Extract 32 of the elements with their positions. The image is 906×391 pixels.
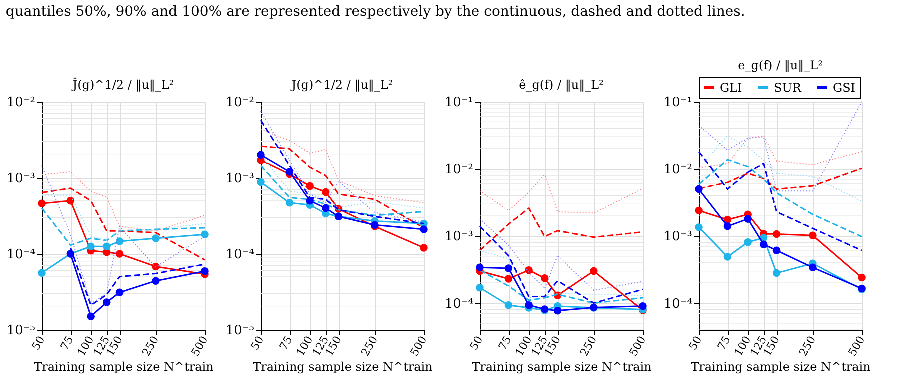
x-tick-label: 75 — [496, 334, 514, 353]
chart-title: ê_g(f) / ‖u‖_L² — [519, 78, 604, 92]
legend-label: SUR — [774, 80, 802, 95]
y-tick-label: 10⁻⁴ — [664, 296, 692, 312]
chart-title: Ĵ(g)^1/2 / ‖u‖_L² — [70, 77, 174, 92]
y-tick-label: 10⁻⁴ — [226, 248, 254, 262]
y-tick-label: 10⁻¹ — [664, 96, 692, 110]
legend-label: GLI — [720, 80, 743, 95]
y-tick-label: 10⁻² — [6, 96, 36, 110]
x-tick-label: 50 — [467, 334, 486, 353]
x-axis-title: Training sample size N^train — [691, 360, 872, 374]
legend-label: GSI — [833, 80, 856, 95]
y-tick-label: 10⁻¹ — [444, 96, 474, 110]
y-tick-label: 10⁻³ — [6, 172, 36, 186]
y-tick-label: 10⁻³ — [444, 230, 474, 245]
y-tick-label: 10⁻³ — [664, 230, 692, 245]
x-tick-label: 50 — [686, 334, 705, 353]
y-tick-label: 10⁻³ — [226, 172, 254, 186]
y-tick-label: 10⁻² — [444, 162, 474, 178]
y-tick-label: 10⁻² — [226, 96, 254, 110]
y-tick-label: 10⁻⁴ — [444, 296, 474, 312]
chart-title: e_g(f) / ‖u‖_L² — [738, 58, 824, 72]
x-tick-label: 75 — [715, 334, 734, 353]
x-axis-title: Training sample size N^train — [34, 360, 214, 374]
x-axis-title: Training sample size N^train — [472, 360, 652, 374]
chart-title: J(g)^1/2 / ‖u‖_L² — [290, 78, 394, 92]
x-tick-label: 75 — [58, 334, 76, 353]
y-tick-label: 10⁻² — [664, 162, 692, 178]
x-tick-label: 75 — [277, 334, 296, 353]
text: quantiles 50%, 90% and 100% are represented respectively by the continuous, dashed and dotted lines. — [6, 4, 746, 20]
x-axis-title: Training sample size N^train — [253, 360, 434, 374]
y-tick-label: 10⁻⁴ — [6, 248, 36, 262]
